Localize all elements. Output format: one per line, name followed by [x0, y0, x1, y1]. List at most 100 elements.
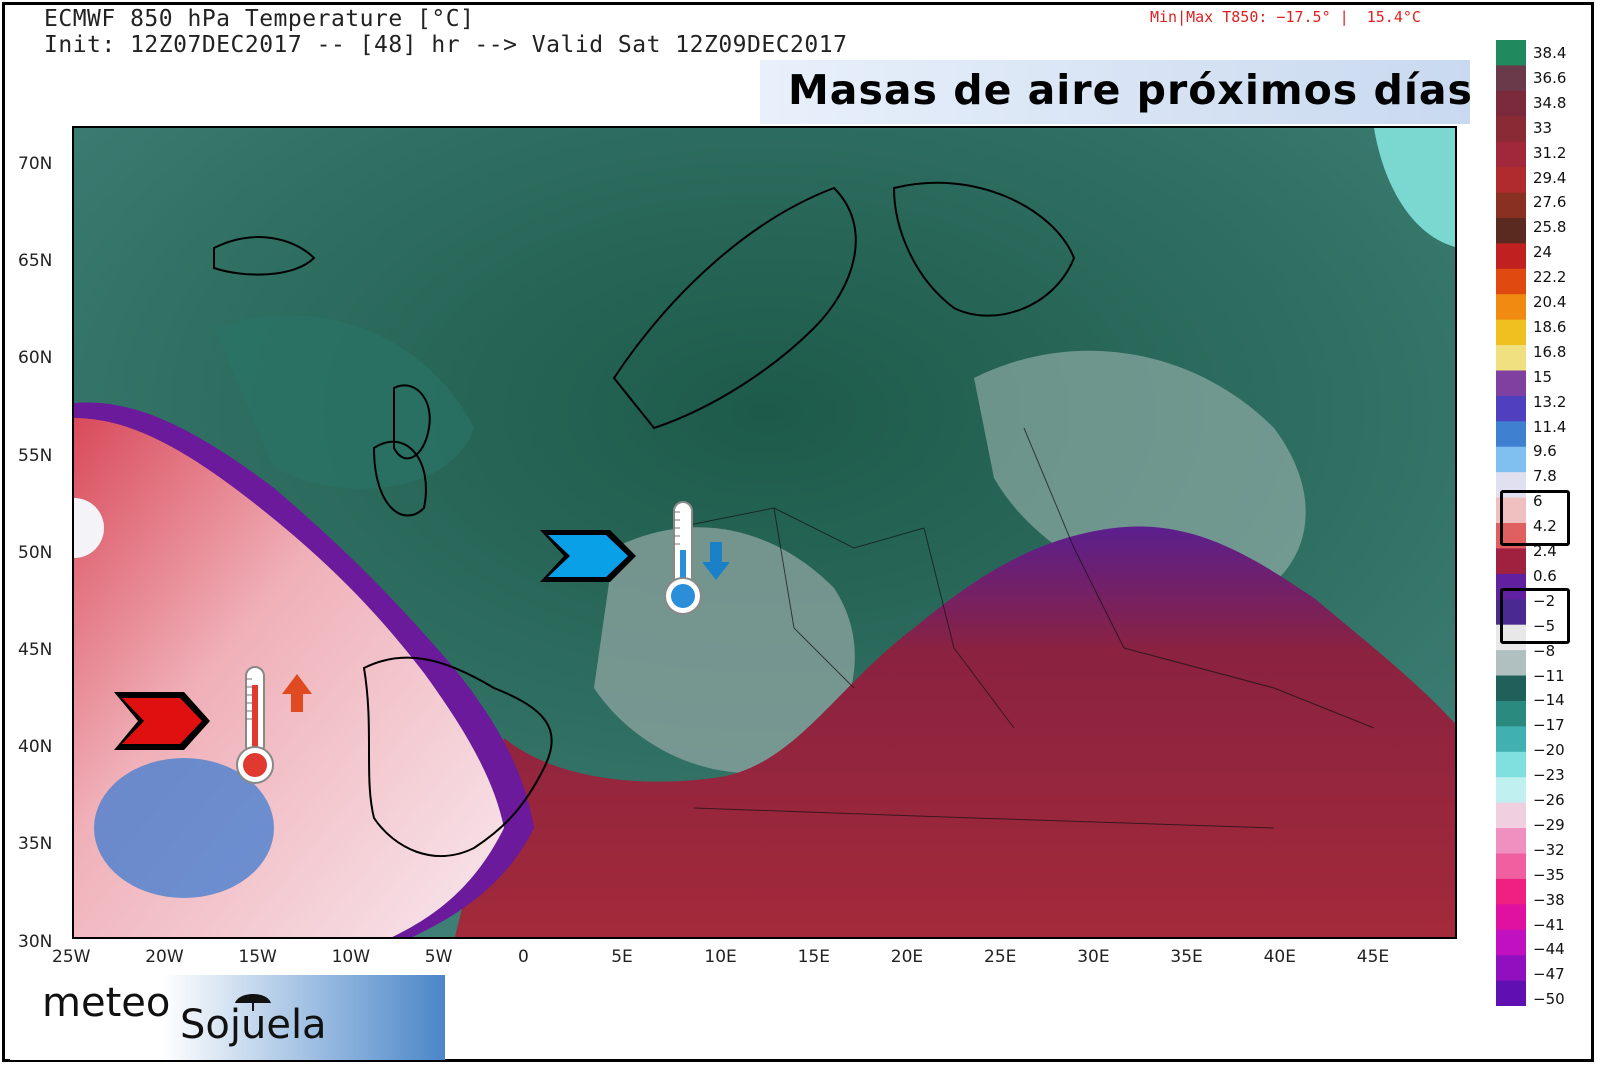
banner-background: [760, 60, 1470, 124]
lat-label: 35N: [18, 834, 53, 855]
lon-label: 15E: [797, 947, 830, 967]
colorbar-label: 9.6: [1533, 442, 1557, 461]
colorbar-label: 6: [1533, 492, 1543, 511]
colorbar-label: −2: [1533, 591, 1556, 610]
lon-label: 5W: [424, 947, 453, 967]
lon-label: 40E: [1263, 947, 1296, 967]
lon-label: 25E: [984, 947, 1017, 967]
colorbar-segment: [1496, 929, 1526, 956]
down-arrow-icon: [702, 542, 730, 580]
colorbar-label: 31.2: [1533, 143, 1567, 162]
temperature-map: [72, 126, 1457, 939]
colorbar-label: −41: [1533, 915, 1565, 934]
colorbar-segment: [1496, 167, 1526, 194]
highlight-box-cold: [1500, 588, 1570, 644]
colorbar-label: 38.4: [1533, 44, 1567, 62]
colorbar-label: 29.4: [1533, 168, 1567, 187]
colorbar-label: 7.8: [1533, 467, 1557, 486]
colorbar-segment: [1496, 395, 1526, 422]
colorbar-segment: [1496, 853, 1526, 880]
banner-title: Masas de aire próximos días: [788, 66, 1473, 114]
cool-patch: [594, 527, 855, 774]
lon-label: 30E: [1077, 947, 1110, 967]
colorbar-label: −20: [1533, 741, 1565, 760]
umbrella-icon: [235, 994, 271, 1011]
colorbar-segment: [1496, 192, 1526, 219]
warm-core-light: [74, 498, 104, 558]
coastlines: [213, 181, 1076, 857]
colorbar-segment: [1496, 65, 1526, 92]
colorbar-segment: [1496, 40, 1526, 66]
colorbar-segment: [1496, 548, 1526, 575]
colorbar-segment: [1496, 345, 1526, 371]
warm-airmass-south: [454, 526, 1455, 937]
lat-label: 45N: [18, 640, 53, 660]
colorbar-label: 15: [1533, 367, 1553, 386]
colorbar-label: −29: [1533, 815, 1565, 834]
highlight-box-warm: [1500, 490, 1570, 546]
colorbar-segment: [1496, 955, 1526, 982]
colorbar-segment: [1496, 700, 1526, 727]
lat-label: 40N: [18, 737, 53, 758]
colorbar-label: −32: [1533, 840, 1565, 859]
colorbar-segment: [1496, 802, 1526, 829]
lon-label: 0: [518, 947, 529, 967]
colorbar-label: −44: [1533, 940, 1565, 959]
colorbar-segment: [1496, 116, 1526, 143]
colorbar-label: 22.2: [1533, 268, 1567, 287]
logo-background: [10, 975, 445, 1060]
thermometer-cold-icon: [664, 501, 702, 615]
lon-label: 20W: [145, 947, 184, 967]
cold-patch: [214, 315, 474, 489]
logo-text-meteo: meteo: [42, 980, 171, 1026]
arctic-patch: [1374, 128, 1455, 247]
colorbar-label: 16.8: [1533, 342, 1567, 361]
lat-label: 55N: [18, 445, 53, 466]
colorbar-label: −14: [1533, 691, 1565, 710]
colorbar-label: −5: [1533, 616, 1556, 635]
colorbar-segment: [1496, 828, 1526, 854]
lon-label: 10E: [704, 947, 737, 967]
colorbar-label: −50: [1533, 990, 1565, 1009]
colorbar-segment: [1496, 878, 1526, 905]
colorbar-segment: [1496, 294, 1526, 321]
warm-core-blue: [94, 758, 274, 898]
colorbar-segment: [1496, 90, 1526, 117]
colorbar-label: 34.8: [1533, 93, 1567, 112]
lon-label: 10W: [331, 947, 371, 967]
thermometer-warm-icon: [236, 666, 274, 784]
lat-label: 30N: [18, 931, 53, 952]
colorbar-label: −26: [1533, 791, 1565, 809]
colorbar-label: 2.4: [1533, 542, 1557, 560]
colorbar-segment: [1496, 650, 1526, 677]
colorbar-label: 25.8: [1533, 218, 1567, 237]
colorbar-segment: [1496, 268, 1526, 295]
up-arrow-icon: [282, 674, 312, 712]
colorbar-label: −38: [1533, 890, 1565, 909]
colorbar-label: −35: [1533, 865, 1565, 884]
lat-label: 70N: [18, 154, 53, 174]
warm-arrow-icon: [114, 692, 210, 750]
lon-label: 5E: [611, 947, 633, 967]
lon-label: 35E: [1170, 947, 1203, 967]
colorbar-label: 11.4: [1533, 417, 1567, 436]
lon-label: 20E: [890, 947, 924, 967]
colorbar-segment: [1496, 675, 1526, 702]
chart-title: ECMWF 850 hPa Temperature [°C]: [44, 6, 475, 32]
lat-label: 65N: [18, 251, 53, 272]
colorbar-segment: [1496, 777, 1526, 804]
colorbar-label: −23: [1533, 766, 1565, 785]
cold-arrow-icon: [540, 530, 636, 582]
colorbar-segment: [1496, 141, 1526, 168]
minmax-readout: Min|Max T850: −17.5° | 15.4°C: [1150, 8, 1421, 26]
colorbar-segment: [1496, 243, 1526, 270]
colorbar-label: 0.6: [1533, 566, 1557, 585]
colorbar-segment: [1496, 319, 1526, 346]
colorbar-label: 13.2: [1533, 392, 1567, 411]
colorbar-label: −11: [1533, 666, 1565, 685]
colorbar-segment: [1496, 217, 1526, 244]
lon-label: 15W: [238, 947, 277, 967]
colorbar-segment: [1496, 370, 1526, 397]
lon-label: 45E: [1356, 947, 1390, 967]
colorbar-label: −17: [1533, 716, 1565, 735]
